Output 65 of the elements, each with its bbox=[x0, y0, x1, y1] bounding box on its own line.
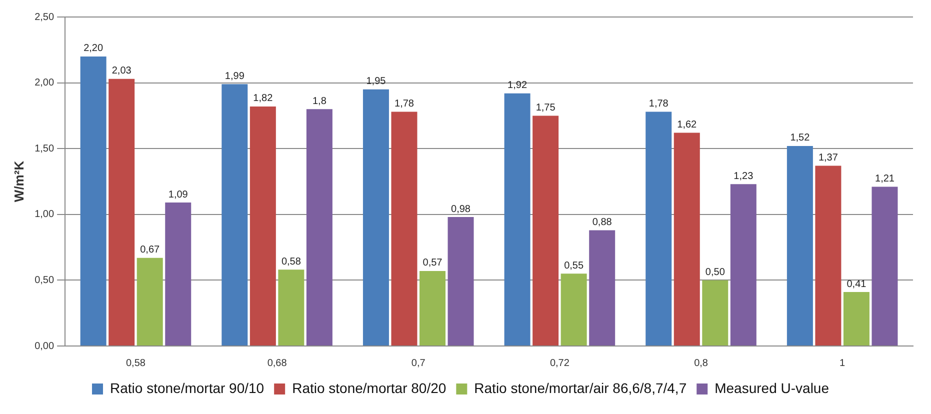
data-label: 0,88 bbox=[592, 216, 612, 228]
bar bbox=[560, 274, 587, 346]
x-tick-label: 0,68 bbox=[267, 358, 288, 369]
data-label: 1,95 bbox=[366, 76, 386, 88]
data-label: 1,62 bbox=[677, 120, 698, 131]
data-label: 0,98 bbox=[451, 204, 471, 215]
bar bbox=[589, 230, 616, 346]
data-label: 0,50 bbox=[705, 266, 726, 278]
legend-label: Ratio stone/mortar 90/10 bbox=[110, 380, 264, 396]
bar bbox=[646, 112, 672, 346]
y-tick-label: 2,00 bbox=[34, 78, 54, 89]
data-label: 1,92 bbox=[508, 80, 528, 92]
bar bbox=[250, 106, 276, 346]
y-axis-title: W/m²K bbox=[11, 160, 26, 202]
data-label: 1,23 bbox=[734, 170, 754, 182]
data-label: 0,55 bbox=[564, 260, 584, 272]
data-label: 1,52 bbox=[790, 132, 810, 144]
data-label: 1,78 bbox=[648, 98, 669, 110]
data-label: 0,41 bbox=[846, 278, 867, 290]
y-tick-label: 0,00 bbox=[34, 340, 54, 352]
x-tick-label: 0,72 bbox=[550, 358, 570, 369]
data-label: 1,09 bbox=[168, 189, 188, 200]
bar bbox=[306, 109, 332, 346]
bar bbox=[362, 89, 389, 346]
bar bbox=[448, 217, 474, 346]
y-tick-label: 1,00 bbox=[34, 209, 54, 220]
bar bbox=[872, 186, 898, 346]
x-tick-label: 0,7 bbox=[411, 358, 426, 369]
bar bbox=[278, 270, 304, 346]
bar bbox=[165, 202, 192, 346]
bar bbox=[674, 132, 700, 346]
bar bbox=[420, 270, 446, 346]
bar bbox=[815, 166, 842, 346]
data-label: 0,58 bbox=[281, 256, 302, 268]
bar bbox=[391, 112, 418, 346]
bar bbox=[222, 84, 248, 346]
x-tick-label: 0,58 bbox=[126, 358, 146, 369]
bar bbox=[504, 93, 530, 346]
bar bbox=[730, 184, 756, 346]
bar bbox=[786, 146, 813, 346]
data-label: 1,37 bbox=[818, 152, 838, 164]
x-tick-label: 1 bbox=[840, 358, 846, 369]
y-tick-label: 2,50 bbox=[34, 12, 54, 23]
bar bbox=[80, 56, 106, 346]
data-label: 2,20 bbox=[84, 43, 104, 54]
bar bbox=[702, 280, 728, 346]
bar bbox=[136, 258, 163, 346]
data-label: 2,03 bbox=[112, 66, 132, 77]
legend-label: Ratio stone/mortar/air 86,6/8,7/4,7 bbox=[474, 380, 687, 396]
data-label: 1,75 bbox=[536, 102, 556, 114]
bar bbox=[843, 292, 870, 346]
data-label: 1,99 bbox=[224, 70, 245, 82]
data-label: 0,57 bbox=[422, 258, 443, 269]
legend-label: Ratio stone/mortar 80/20 bbox=[292, 380, 446, 396]
data-label: 1,8 bbox=[312, 96, 327, 107]
legend-label: Measured U-value bbox=[714, 380, 830, 396]
data-label: 1,21 bbox=[875, 174, 895, 185]
data-label: 1,82 bbox=[253, 93, 274, 104]
bar bbox=[108, 78, 135, 346]
data-label: 1,78 bbox=[394, 98, 414, 110]
y-tick-label: 1,50 bbox=[34, 143, 54, 154]
data-label: 0,67 bbox=[140, 244, 160, 256]
bar bbox=[532, 116, 559, 346]
x-tick-label: 0,8 bbox=[694, 358, 708, 369]
y-tick-label: 0,50 bbox=[34, 274, 54, 286]
